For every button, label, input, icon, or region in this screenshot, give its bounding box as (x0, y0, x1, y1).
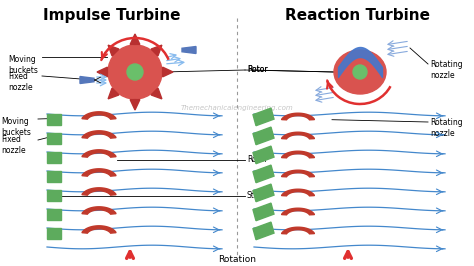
FancyBboxPatch shape (47, 114, 61, 125)
Polygon shape (82, 226, 116, 233)
Text: Rotor: Rotor (247, 65, 268, 74)
Polygon shape (163, 67, 173, 77)
Polygon shape (282, 189, 314, 196)
Polygon shape (282, 170, 314, 177)
Polygon shape (108, 88, 119, 99)
Polygon shape (253, 165, 274, 183)
Polygon shape (253, 203, 274, 221)
Text: Themechanicalengineering.com: Themechanicalengineering.com (181, 105, 293, 111)
Polygon shape (80, 77, 94, 84)
Polygon shape (130, 99, 140, 110)
Polygon shape (82, 131, 116, 138)
Polygon shape (82, 207, 116, 214)
Polygon shape (253, 127, 274, 145)
Circle shape (353, 65, 367, 79)
Polygon shape (282, 113, 314, 120)
Polygon shape (97, 67, 108, 77)
Text: Fixed
nozzle: Fixed nozzle (8, 72, 33, 92)
Text: Reaction Turbine: Reaction Turbine (285, 8, 430, 23)
Text: Stator: Stator (247, 191, 271, 200)
Polygon shape (282, 151, 314, 158)
Text: Impulse Turbine: Impulse Turbine (43, 8, 181, 23)
Text: Rotor: Rotor (247, 65, 268, 74)
Polygon shape (82, 188, 116, 195)
FancyBboxPatch shape (47, 228, 61, 239)
Polygon shape (253, 222, 274, 240)
Text: Rotation: Rotation (218, 256, 256, 264)
Circle shape (108, 45, 162, 99)
Polygon shape (282, 227, 314, 234)
Polygon shape (253, 146, 274, 164)
Polygon shape (108, 45, 119, 56)
Polygon shape (151, 88, 162, 99)
Polygon shape (82, 169, 116, 176)
Polygon shape (82, 150, 116, 157)
Polygon shape (282, 132, 314, 139)
Circle shape (127, 64, 143, 80)
FancyBboxPatch shape (47, 190, 61, 201)
Polygon shape (82, 112, 116, 119)
FancyBboxPatch shape (47, 152, 61, 163)
Polygon shape (282, 208, 314, 215)
Text: Rotating
nozzle: Rotating nozzle (430, 60, 463, 80)
Text: Moving
buckets: Moving buckets (8, 55, 38, 75)
Polygon shape (151, 45, 162, 56)
FancyBboxPatch shape (47, 209, 61, 220)
Text: Rotating
nozzle: Rotating nozzle (430, 118, 463, 138)
Text: Moving
buckets: Moving buckets (1, 117, 31, 137)
Polygon shape (182, 47, 196, 53)
Text: Fixed
nozzle: Fixed nozzle (1, 135, 26, 155)
Text: Rotor: Rotor (247, 155, 268, 164)
Polygon shape (253, 108, 274, 126)
FancyBboxPatch shape (47, 171, 61, 182)
Ellipse shape (334, 50, 386, 94)
Polygon shape (130, 34, 140, 44)
Polygon shape (253, 184, 274, 202)
FancyBboxPatch shape (47, 133, 61, 144)
